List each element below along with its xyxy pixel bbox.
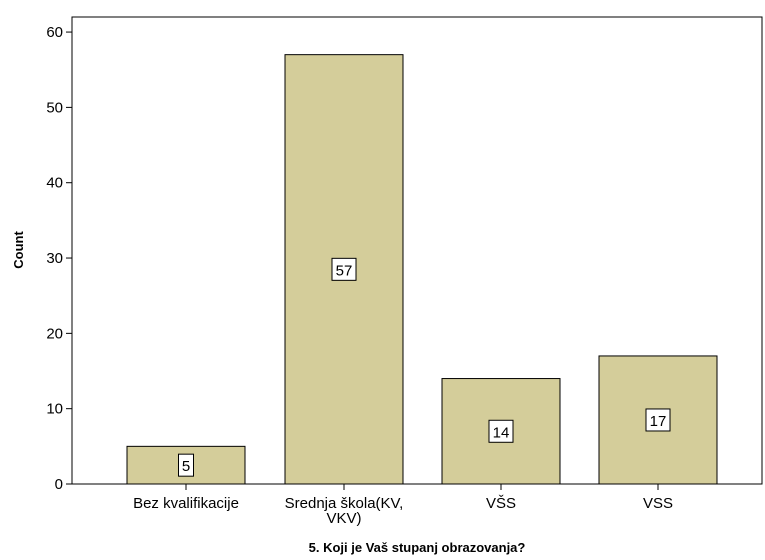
x-tick-label: VŠS [486,495,516,512]
x-tick-label: VSS [643,495,673,512]
data-label-box [488,419,514,443]
data-label-box [331,257,357,281]
data-label: 14 [493,424,510,441]
y-tick-label: 20 [46,325,63,342]
y-axis: 0 10 20 30 40 50 60 [46,24,72,493]
data-label: 5 [182,458,190,475]
y-tick-label: 40 [46,175,63,192]
x-tick-label: VKV) [326,510,361,527]
data-label: 57 [336,262,353,279]
data-label-box [645,408,671,432]
y-tick-label: 0 [55,476,63,493]
y-tick-label: 50 [46,99,63,116]
x-axis: Bez kvalifikacije Srednja škola(KV,VKV) VŠ… [133,484,673,527]
x-tick-label: Bez kvalifikacije [133,495,239,512]
x-axis-title: 5. Koji je Vaš stupanj obrazovanja? [309,540,526,555]
y-tick-label: 60 [46,24,63,41]
data-label: 17 [650,413,667,430]
y-tick-label: 30 [46,250,63,267]
x-tick-label: Srednja škola(KV, [285,495,404,512]
y-tick-label: 10 [46,401,63,418]
y-axis-title: Count [11,231,26,269]
bars-layer: 5 57 14 17 [126,54,718,485]
data-label-box [178,453,194,477]
